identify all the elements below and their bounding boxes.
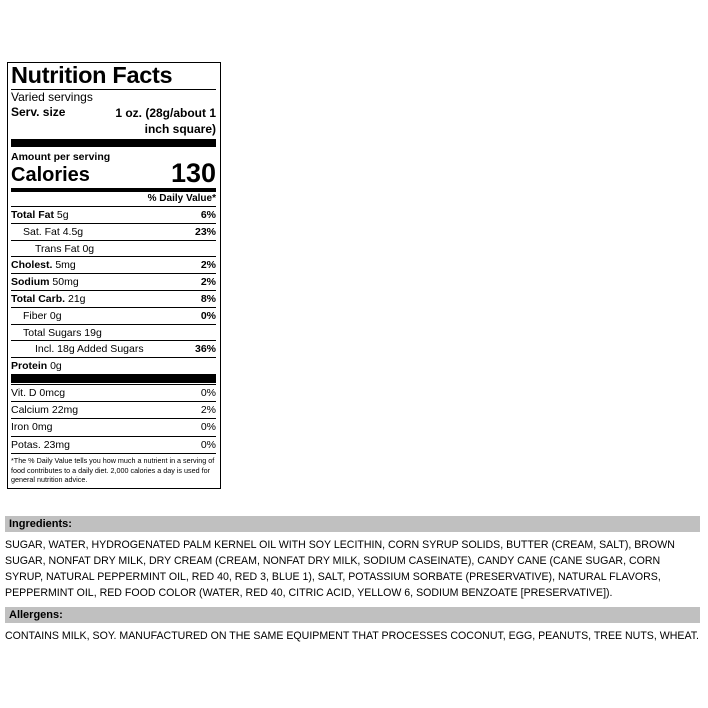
nutrient-name: Incl. 18g Added Sugars xyxy=(35,343,144,356)
nutrient-name: Total Sugars xyxy=(23,326,82,339)
nutrient-row: Total Carb. 21g 8% xyxy=(11,290,216,307)
nutrient-row: Total Sugars 19g xyxy=(11,323,216,341)
daily-value: 8% xyxy=(200,293,216,305)
calories: 130 xyxy=(170,158,216,188)
nutrient-amount: 22mg xyxy=(51,404,79,417)
nutrient-amount: 0g xyxy=(82,242,95,255)
daily-value: 2% xyxy=(200,404,216,417)
nutrient-row: Fiber 0g 0% xyxy=(11,306,216,324)
serving-size: 1 oz. (28g/about 1 inch square) xyxy=(115,106,216,136)
nutrient-name: Trans Fat xyxy=(35,242,80,255)
thick-rule xyxy=(11,139,216,147)
nutrition-label xyxy=(7,62,221,489)
nutrient-name: Cholest. xyxy=(11,259,53,272)
nutrient: Cholest. 5mg xyxy=(11,259,76,271)
allergens-heading: Allergens: xyxy=(5,607,700,623)
footnote: *The % Daily Value tells you how much a … xyxy=(11,456,215,484)
calories-label: Calories xyxy=(11,164,90,186)
nutrient-row: Sat. Fat 4.5g 23% xyxy=(11,222,216,240)
nutrient-amount: 5g xyxy=(56,209,69,221)
nutrient-name: Calcium xyxy=(11,404,49,417)
nutrient-row: Vit. D 0mcg 0% xyxy=(11,384,216,401)
nutrient-amount: 0mcg xyxy=(39,387,66,399)
daily-value: 2% xyxy=(200,276,216,289)
nutrient-row: Total Fat 5g 6% xyxy=(11,206,216,223)
nutrient-name: Vit. D xyxy=(11,387,37,399)
nutrient-amount: 21g xyxy=(67,293,86,305)
nutrient-row: Trans Fat 0g xyxy=(11,239,216,257)
nutrient-name: Total Carb. xyxy=(11,293,66,305)
nutrient: Potas. 23mg xyxy=(11,439,70,451)
nutrient: Total Carb. 21g xyxy=(11,293,86,305)
daily-value: 6% xyxy=(200,209,216,221)
nutrient-row: Protein 0g xyxy=(11,357,216,374)
nutrient: Trans Fat 0g xyxy=(11,243,94,255)
daily-value: 0% xyxy=(200,438,216,451)
nutrient: Incl. 18g Added Sugars xyxy=(11,343,144,355)
nutrient-row: Calcium 22mg 2% xyxy=(11,401,216,418)
nutrient-amount: 0g xyxy=(50,360,62,373)
nutrient-row: Sodium 50mg 2% xyxy=(11,273,216,290)
nutrient-amount: 0mg xyxy=(32,421,53,434)
nutrient-amount: 5mg xyxy=(55,259,76,272)
rule xyxy=(11,453,216,454)
daily-value: 36% xyxy=(194,343,216,356)
nutrient-amount: 23mg xyxy=(43,438,70,451)
daily-value: 23% xyxy=(194,225,216,238)
nutrient-row: Iron 0mg 0% xyxy=(11,418,216,435)
nutrient-name: Protein xyxy=(11,360,48,373)
ingredients-heading: Ingredients: xyxy=(5,516,700,532)
nutrient-row: Potas. 23mg 0% xyxy=(11,435,216,453)
nutrient: Calcium 22mg xyxy=(11,404,78,416)
nutrient: Total Fat 5g xyxy=(11,209,69,221)
nutrient: Fiber 0g xyxy=(11,310,62,322)
nutrient-name: Potas. xyxy=(11,438,41,451)
nutrient: Sodium 50mg xyxy=(11,276,79,288)
nutrient-name: Total Fat xyxy=(11,209,54,221)
nutrient: Total Sugars 19g xyxy=(11,327,102,339)
nutrient-name: Iron xyxy=(11,421,30,434)
nutrient-name: Sodium xyxy=(11,276,50,289)
medium-rule xyxy=(11,188,216,192)
nutrient-name: Sat. Fat xyxy=(23,225,60,238)
serving-size-label: Serv. size xyxy=(11,105,66,119)
daily-value: 0% xyxy=(200,421,216,434)
daily-value: 2% xyxy=(200,259,216,272)
thick-rule xyxy=(11,374,216,383)
nutrient-amount: 50mg xyxy=(52,276,79,289)
nutrient: Protein 0g xyxy=(11,360,62,372)
rule xyxy=(11,89,216,90)
nutrient: Vit. D 0mcg xyxy=(11,387,65,399)
nutrient-amount: 19g xyxy=(84,326,102,339)
nutrient-amount: 4.5g xyxy=(62,225,84,238)
nutrient: Iron 0mg xyxy=(11,421,52,433)
ingredients-text: SUGAR, WATER, HYDROGENATED PALM KERNEL O… xyxy=(5,539,675,599)
nutrient-amount: 0g xyxy=(49,309,62,322)
nutrient-row: Cholest. 5mg 2% xyxy=(11,256,216,273)
nutrient-row: Incl. 18g Added Sugars 36% xyxy=(11,340,216,357)
daily-value: 0% xyxy=(200,309,216,322)
amount-per-serving: Amount per serving xyxy=(11,151,111,163)
allergens-text: CONTAINS MILK, SOY. MANUFACTURED ON THE … xyxy=(5,630,699,642)
daily-value: 0% xyxy=(200,387,216,399)
nutrient: Sat. Fat 4.5g xyxy=(11,226,83,238)
servings: Varied servings xyxy=(11,90,93,104)
label-title: Nutrition Facts xyxy=(11,62,173,88)
daily-value-header: % Daily Value* xyxy=(147,193,216,204)
nutrient-name: Fiber xyxy=(23,309,47,322)
